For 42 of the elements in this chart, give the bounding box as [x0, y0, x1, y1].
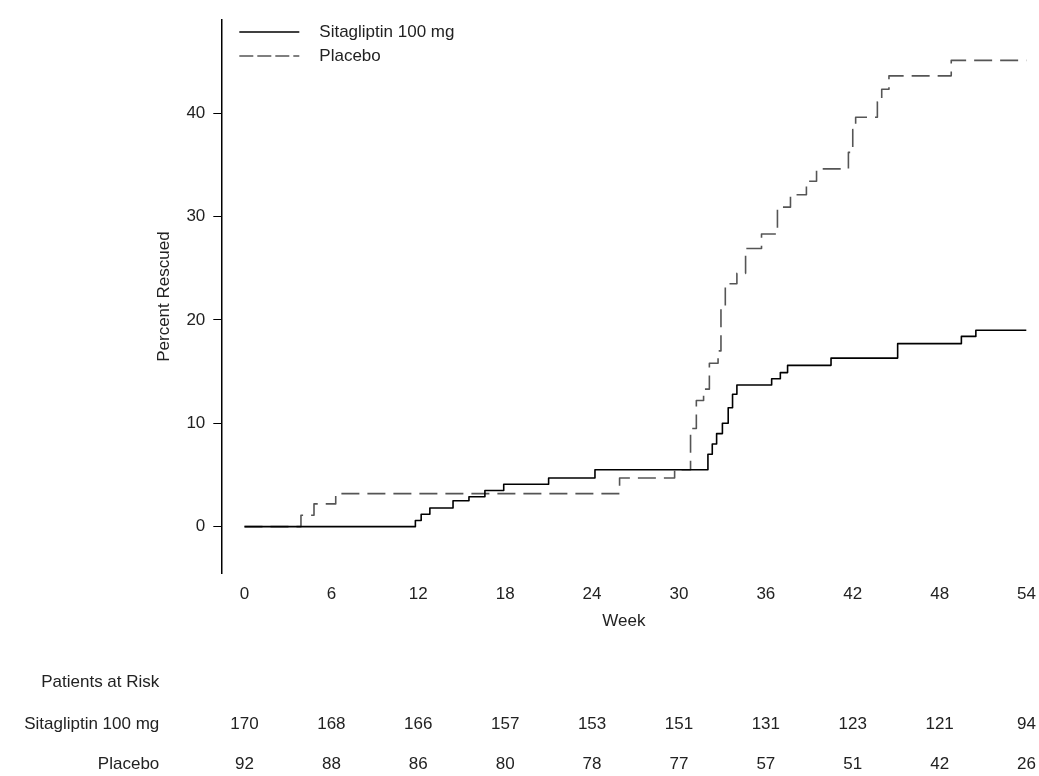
text: 42 — [930, 753, 950, 773]
text: 88 — [321, 753, 341, 773]
y-tick-label: 20 — [186, 309, 206, 329]
text: 170 — [230, 713, 259, 733]
y-tick-label: 10 — [186, 412, 206, 432]
text: 78 — [582, 753, 602, 773]
text: 151 — [664, 713, 694, 733]
x-tick-label: 30 — [669, 584, 689, 604]
text: Patients at Risk — [41, 671, 160, 691]
legend-label: Sitagliptin 100 mg — [319, 21, 455, 41]
text: 123 — [838, 713, 867, 733]
x-tick-label: 0 — [239, 584, 250, 604]
x-axis-title: Week — [602, 611, 646, 631]
text: 168 — [317, 713, 346, 733]
text: 26 — [1017, 753, 1037, 773]
x-tick-label: 12 — [408, 584, 428, 604]
legend-label: Placebo — [319, 45, 381, 65]
text: 166 — [404, 713, 433, 733]
text: Placebo — [97, 753, 160, 773]
text: 51 — [843, 753, 863, 773]
text: 94 — [1017, 713, 1037, 733]
text: 80 — [495, 753, 515, 773]
x-tick-label: 42 — [843, 584, 863, 604]
text: Sitagliptin 100 mg — [24, 713, 160, 733]
text: 77 — [669, 753, 689, 773]
y-axis-title: Percent Rescued — [153, 231, 173, 362]
y-tick-label: 30 — [186, 206, 206, 226]
x-tick-label: 6 — [326, 584, 337, 604]
text: 121 — [925, 713, 954, 733]
text: 57 — [756, 753, 776, 773]
text: 131 — [751, 713, 781, 733]
y-tick-label: 0 — [195, 516, 206, 536]
text: 86 — [408, 753, 428, 773]
text: 157 — [490, 713, 520, 733]
x-tick-label: 24 — [582, 584, 602, 604]
y-tick-label: 40 — [186, 102, 206, 122]
x-tick-label: 48 — [930, 584, 950, 604]
x-tick-label: 54 — [1017, 584, 1037, 604]
x-tick-label: 18 — [495, 584, 515, 604]
text: 153 — [577, 713, 607, 733]
text: 92 — [235, 753, 254, 773]
x-tick-label: 36 — [756, 584, 776, 604]
